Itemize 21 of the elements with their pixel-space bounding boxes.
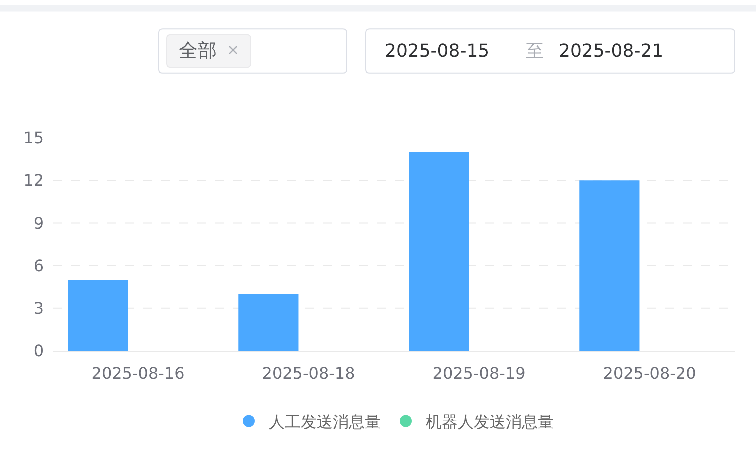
bar (68, 280, 128, 351)
x-tick-label: 2025-08-16 (92, 364, 185, 384)
text: 2025-08-21 (559, 41, 664, 62)
legend-label: 机器人发送消息量 (426, 412, 554, 432)
text: × (227, 41, 240, 59)
text: 2025-08-15 (385, 41, 490, 62)
bar (238, 294, 299, 351)
y-tick-label: 6 (34, 256, 44, 276)
x-tick-label: 2025-08-19 (432, 364, 526, 384)
y-tick-label: 15 (24, 128, 44, 148)
x-tick-label: 2025-08-18 (262, 364, 356, 384)
x-tick-label: 2025-08-20 (603, 364, 696, 384)
text: 至 (526, 41, 544, 62)
y-tick-label: 9 (34, 214, 44, 233)
legend-label: 人工发送消息量 (269, 412, 381, 432)
y-tick-label: 12 (24, 171, 44, 190)
y-tick-label: 3 (34, 299, 44, 318)
y-tick-label: 0 (34, 342, 44, 361)
text: 全部 (179, 40, 217, 62)
bar (580, 180, 640, 351)
bar (409, 152, 470, 351)
